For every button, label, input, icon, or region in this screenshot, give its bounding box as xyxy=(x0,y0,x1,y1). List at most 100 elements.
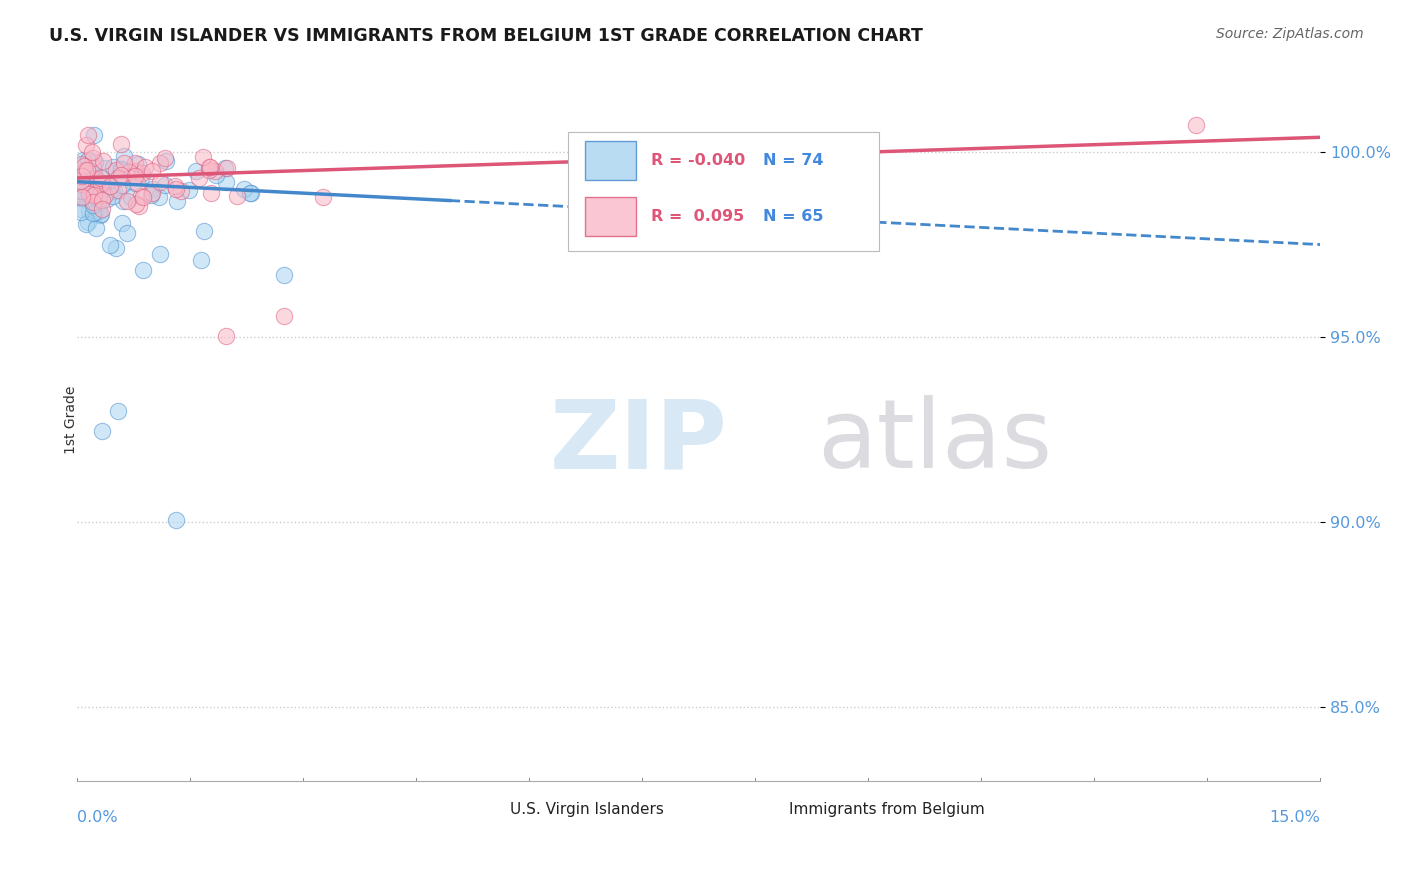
Text: N = 65: N = 65 xyxy=(763,209,824,224)
Point xyxy=(72,177,94,191)
Point xyxy=(198,162,221,177)
Point xyxy=(84,172,107,186)
Point xyxy=(110,162,132,177)
Point xyxy=(98,238,121,252)
Text: R =  0.095: R = 0.095 xyxy=(651,209,745,224)
Point xyxy=(83,172,105,186)
Point xyxy=(186,164,208,178)
Point xyxy=(104,163,127,178)
Point xyxy=(76,162,98,177)
Point xyxy=(124,156,146,170)
Point xyxy=(70,202,93,216)
Point xyxy=(215,328,238,343)
Point xyxy=(177,183,200,197)
Point xyxy=(83,187,105,202)
Point xyxy=(312,190,335,204)
Point xyxy=(103,184,125,198)
Point xyxy=(70,174,93,188)
Point xyxy=(134,160,156,174)
Text: N = 74: N = 74 xyxy=(763,153,824,168)
Point xyxy=(82,151,104,165)
Text: 15.0%: 15.0% xyxy=(1270,810,1320,825)
Point xyxy=(215,175,238,189)
Y-axis label: 1st Grade: 1st Grade xyxy=(65,386,79,455)
Text: 0.0%: 0.0% xyxy=(77,810,117,825)
Point xyxy=(131,189,153,203)
Point xyxy=(111,178,134,192)
FancyBboxPatch shape xyxy=(568,132,879,251)
Point xyxy=(77,128,100,142)
Point xyxy=(120,190,142,204)
Point xyxy=(75,164,97,178)
Point xyxy=(125,196,148,211)
Point xyxy=(200,186,222,201)
Point xyxy=(83,206,105,220)
Point xyxy=(103,189,125,203)
Point xyxy=(82,205,104,219)
Point xyxy=(132,262,155,277)
Point xyxy=(75,163,97,178)
Point xyxy=(90,176,112,190)
Point xyxy=(83,166,105,180)
Point xyxy=(215,161,238,175)
Point xyxy=(70,185,93,199)
Text: R = -0.040: R = -0.040 xyxy=(651,153,745,168)
Point xyxy=(80,145,103,160)
Point xyxy=(107,183,129,197)
Point xyxy=(240,186,263,200)
Point xyxy=(87,193,110,207)
Point xyxy=(131,169,153,183)
Point xyxy=(70,188,93,202)
Point xyxy=(107,171,129,186)
Point xyxy=(125,176,148,190)
Point xyxy=(111,216,134,230)
Point xyxy=(107,404,129,418)
FancyBboxPatch shape xyxy=(733,797,783,822)
Point xyxy=(127,157,149,171)
Point xyxy=(84,155,107,169)
Point xyxy=(82,186,104,200)
Point xyxy=(131,166,153,180)
Point xyxy=(82,198,104,212)
Text: Source: ZipAtlas.com: Source: ZipAtlas.com xyxy=(1216,27,1364,41)
Point xyxy=(76,215,98,229)
Point xyxy=(94,187,117,202)
Point xyxy=(273,268,295,282)
Point xyxy=(77,203,100,218)
Point xyxy=(83,128,105,142)
Point xyxy=(148,190,170,204)
Point xyxy=(75,137,97,152)
Point xyxy=(98,179,121,194)
Point xyxy=(115,194,138,208)
Point xyxy=(190,252,212,267)
Point xyxy=(149,156,172,170)
Point xyxy=(197,160,219,174)
Point xyxy=(1185,118,1208,132)
Point xyxy=(70,157,93,171)
Point xyxy=(82,160,104,174)
Point xyxy=(165,178,187,193)
Point xyxy=(94,176,117,190)
Point xyxy=(155,154,177,169)
Point xyxy=(90,424,112,438)
Point xyxy=(76,165,98,179)
Point xyxy=(193,150,215,164)
Point xyxy=(90,207,112,221)
Point xyxy=(128,199,150,213)
Point xyxy=(75,217,97,231)
Point xyxy=(76,176,98,190)
Point xyxy=(100,178,122,193)
Point xyxy=(153,151,176,165)
Point xyxy=(170,185,193,199)
Point xyxy=(73,159,96,173)
Point xyxy=(70,191,93,205)
Point xyxy=(111,162,134,177)
Point xyxy=(90,170,112,185)
Point xyxy=(72,153,94,168)
FancyBboxPatch shape xyxy=(585,141,637,180)
Point xyxy=(72,169,94,184)
Point xyxy=(90,202,112,216)
Point xyxy=(112,149,135,163)
Point xyxy=(239,186,262,200)
Point xyxy=(76,177,98,191)
